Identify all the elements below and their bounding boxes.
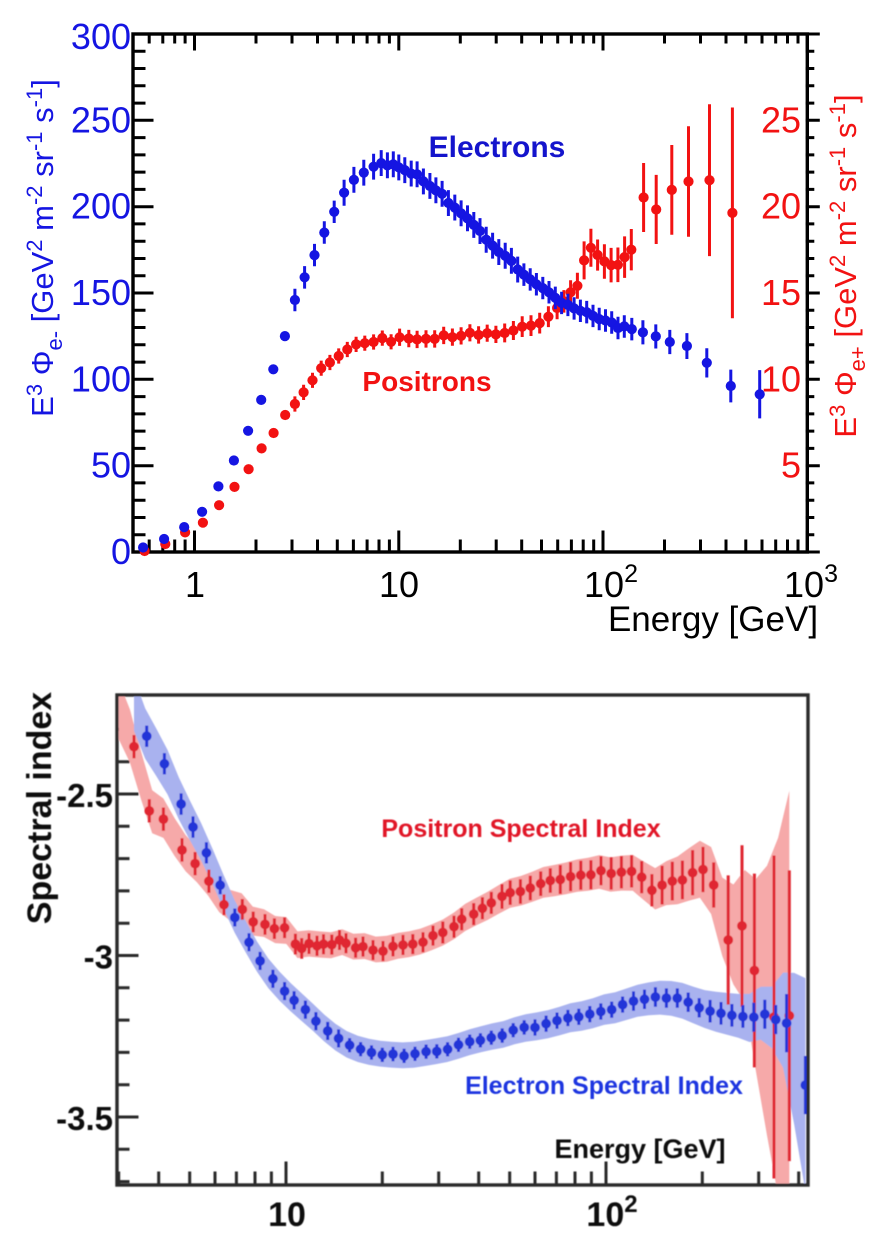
svg-text:50: 50 [91, 445, 131, 486]
svg-text:Positrons: Positrons [362, 366, 491, 397]
svg-text:Electrons: Electrons [429, 131, 566, 164]
svg-text:0: 0 [111, 531, 131, 572]
svg-text:200: 200 [71, 186, 131, 227]
svg-text:5: 5 [781, 445, 801, 486]
svg-text:250: 250 [71, 99, 131, 140]
svg-text:E3 Φe+ [GeV2 m-2 sr-1 s-1]: E3 Φe+ [GeV2 m-2 sr-1 s-1] [825, 94, 870, 437]
svg-text:10: 10 [761, 358, 801, 399]
svg-text:10: 10 [379, 564, 419, 605]
svg-text:25: 25 [761, 99, 801, 140]
svg-text:100: 100 [71, 358, 131, 399]
svg-text:-2.5: -2.5 [56, 777, 113, 814]
svg-text:Energy [GeV]: Energy [GeV] [608, 600, 818, 639]
svg-text:Electron Spectral Index: Electron Spectral Index [465, 1072, 743, 1100]
svg-text:15: 15 [761, 272, 801, 313]
svg-text:Energy [GeV]: Energy [GeV] [554, 1134, 725, 1164]
svg-text:10: 10 [268, 1196, 306, 1234]
svg-text:300: 300 [71, 16, 131, 57]
svg-text:-3.5: -3.5 [56, 1100, 113, 1137]
svg-text:Positron Spectral Index: Positron Spectral Index [381, 815, 660, 843]
svg-text:-3: -3 [84, 939, 113, 976]
svg-text:150: 150 [71, 272, 131, 313]
svg-text:102: 102 [584, 560, 638, 605]
svg-text:20: 20 [761, 186, 801, 227]
svg-text:1: 1 [185, 564, 205, 605]
svg-text:Spectral index: Spectral index [21, 692, 59, 925]
